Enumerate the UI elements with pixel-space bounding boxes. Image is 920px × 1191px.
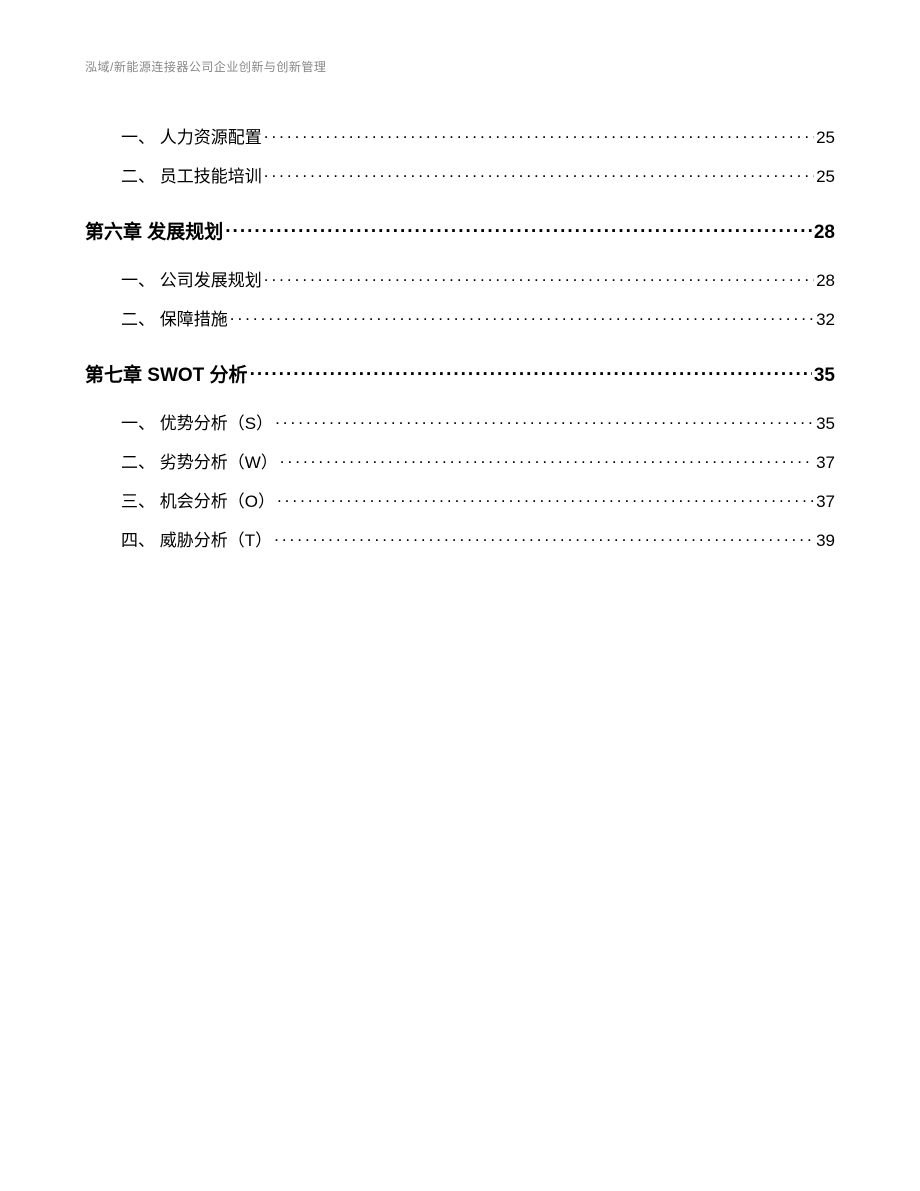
toc-page-number: 37: [816, 492, 835, 512]
toc-leader: [264, 269, 814, 286]
toc-page-number: 35: [816, 414, 835, 434]
toc-page-number: 39: [816, 531, 835, 551]
toc-page-number: 28: [816, 271, 835, 291]
toc-entry: 一、 优势分析（S） 35: [85, 409, 835, 434]
toc-entry: 二、 劣势分析（W） 37: [85, 448, 835, 473]
toc-label: 二、 保障措施: [121, 305, 228, 330]
toc-entry: 四、 威胁分析（T） 39: [85, 526, 835, 551]
toc-label: 四、 威胁分析（T）: [121, 526, 272, 551]
toc-leader: [275, 412, 814, 429]
toc-leader: [277, 490, 814, 507]
toc-leader: [230, 308, 814, 325]
document-page: 泓域/新能源连接器公司企业创新与创新管理 一、 人力资源配置 25 二、 员工技…: [0, 0, 920, 625]
toc-leader: [225, 219, 812, 238]
toc-chapter: 第七章 SWOT 分析 35: [85, 360, 835, 387]
toc-label: 二、 劣势分析（W）: [121, 448, 278, 473]
toc-label: 二、 员工技能培训: [121, 162, 262, 187]
toc-leader: [280, 451, 814, 468]
toc-page-number: 32: [816, 310, 835, 330]
toc-label: 第六章 发展规划: [85, 217, 223, 244]
toc-entry: 一、 人力资源配置 25: [85, 123, 835, 148]
toc-page-number: 37: [816, 453, 835, 473]
toc-page-number: 25: [816, 128, 835, 148]
toc-leader: [274, 529, 814, 546]
toc-label: 三、 机会分析（O）: [121, 487, 275, 512]
toc-page-number: 35: [814, 365, 835, 387]
toc-label: 第七章 SWOT 分析: [85, 360, 248, 387]
toc-leader: [264, 165, 814, 182]
toc-entry: 二、 员工技能培训 25: [85, 162, 835, 187]
page-header: 泓域/新能源连接器公司企业创新与创新管理: [85, 58, 835, 75]
toc-page-number: 28: [814, 222, 835, 244]
toc-label: 一、 公司发展规划: [121, 266, 262, 291]
toc-label: 一、 优势分析（S）: [121, 409, 273, 434]
toc-entry: 二、 保障措施 32: [85, 305, 835, 330]
toc-entry: 三、 机会分析（O） 37: [85, 487, 835, 512]
toc-page-number: 25: [816, 167, 835, 187]
toc-chapter: 第六章 发展规划 28: [85, 217, 835, 244]
toc-entry: 一、 公司发展规划 28: [85, 266, 835, 291]
toc-label: 一、 人力资源配置: [121, 123, 262, 148]
toc-leader: [264, 126, 814, 143]
toc-leader: [250, 362, 812, 381]
